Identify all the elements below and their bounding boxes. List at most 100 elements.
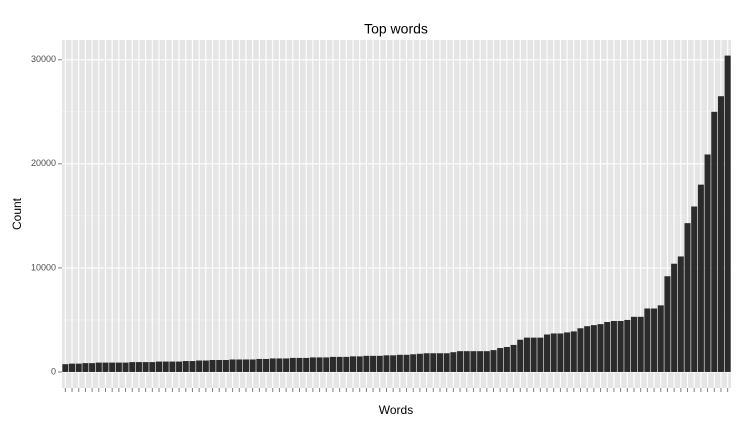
bar	[350, 356, 357, 372]
bar	[283, 358, 290, 372]
bar	[162, 361, 169, 372]
bar	[711, 111, 718, 372]
bar	[343, 356, 350, 372]
bar	[376, 355, 383, 372]
bar	[530, 337, 537, 372]
bar	[115, 362, 122, 372]
bar	[610, 320, 617, 372]
bar	[155, 361, 163, 372]
y-tick-label: 20000	[31, 158, 56, 168]
bar	[630, 316, 638, 372]
bar	[356, 356, 363, 372]
bar	[122, 362, 129, 372]
bar	[102, 362, 109, 372]
bar	[590, 325, 597, 372]
panel	[62, 40, 731, 388]
bar	[62, 364, 69, 372]
bar	[677, 256, 684, 372]
y-tick-label: 30000	[31, 54, 56, 64]
bar	[289, 357, 296, 372]
bar	[537, 337, 544, 372]
bar	[109, 362, 116, 372]
bar	[483, 351, 490, 372]
bar	[423, 353, 430, 372]
bar	[697, 184, 704, 372]
bar	[390, 355, 397, 372]
bar	[323, 357, 330, 372]
bar	[363, 355, 370, 372]
bar	[242, 359, 249, 372]
bar	[309, 357, 316, 372]
bar	[182, 361, 189, 372]
bar	[564, 332, 571, 372]
bar	[383, 355, 390, 372]
bar	[95, 362, 102, 372]
bar	[430, 353, 437, 372]
bar	[523, 337, 530, 372]
bar	[416, 353, 423, 372]
bar	[222, 360, 229, 372]
bar	[329, 356, 336, 372]
bar	[269, 358, 276, 372]
bar	[189, 361, 196, 372]
bar	[717, 96, 724, 372]
bar	[89, 363, 96, 372]
y-axis-label: Count	[10, 197, 24, 230]
bar	[577, 328, 584, 372]
bar	[510, 344, 517, 372]
bar	[651, 308, 658, 372]
bar	[296, 357, 303, 372]
bar	[196, 360, 203, 372]
x-axis-label: Words	[379, 403, 413, 417]
bar	[403, 354, 410, 372]
bar	[684, 223, 691, 372]
bar	[410, 354, 417, 372]
bar	[263, 358, 270, 372]
bar	[396, 354, 403, 372]
bar	[517, 339, 524, 372]
bar	[657, 305, 664, 372]
bar	[202, 360, 209, 372]
bar	[256, 358, 263, 372]
bar	[149, 362, 156, 372]
bar	[450, 352, 457, 372]
bar	[597, 324, 604, 372]
bar	[176, 361, 183, 372]
bar	[570, 331, 577, 372]
y-tick-label: 0	[51, 366, 56, 376]
bar	[457, 351, 464, 372]
bar	[550, 333, 557, 372]
bar	[276, 358, 283, 372]
y-tick-label: 10000	[31, 262, 56, 272]
bar	[544, 334, 551, 372]
bar	[644, 308, 651, 372]
bar	[604, 322, 611, 372]
bar	[704, 154, 711, 372]
bar	[470, 351, 477, 372]
bar	[617, 320, 624, 372]
bar	[169, 361, 176, 372]
bar	[249, 359, 256, 372]
bar	[436, 353, 443, 372]
bar	[236, 359, 243, 372]
bar	[664, 276, 671, 372]
bar	[229, 359, 236, 372]
bar	[724, 55, 731, 372]
bar	[316, 357, 323, 372]
bar	[557, 333, 564, 372]
bar	[142, 362, 149, 372]
bar	[216, 360, 223, 372]
bar	[497, 348, 504, 372]
bar	[463, 351, 470, 372]
bar	[691, 206, 698, 372]
bar	[303, 357, 310, 372]
bar	[69, 363, 76, 372]
bar	[135, 362, 142, 372]
bar	[671, 263, 678, 372]
bar	[336, 356, 343, 372]
bar	[503, 346, 510, 372]
bar	[82, 363, 89, 372]
bar	[129, 362, 136, 372]
